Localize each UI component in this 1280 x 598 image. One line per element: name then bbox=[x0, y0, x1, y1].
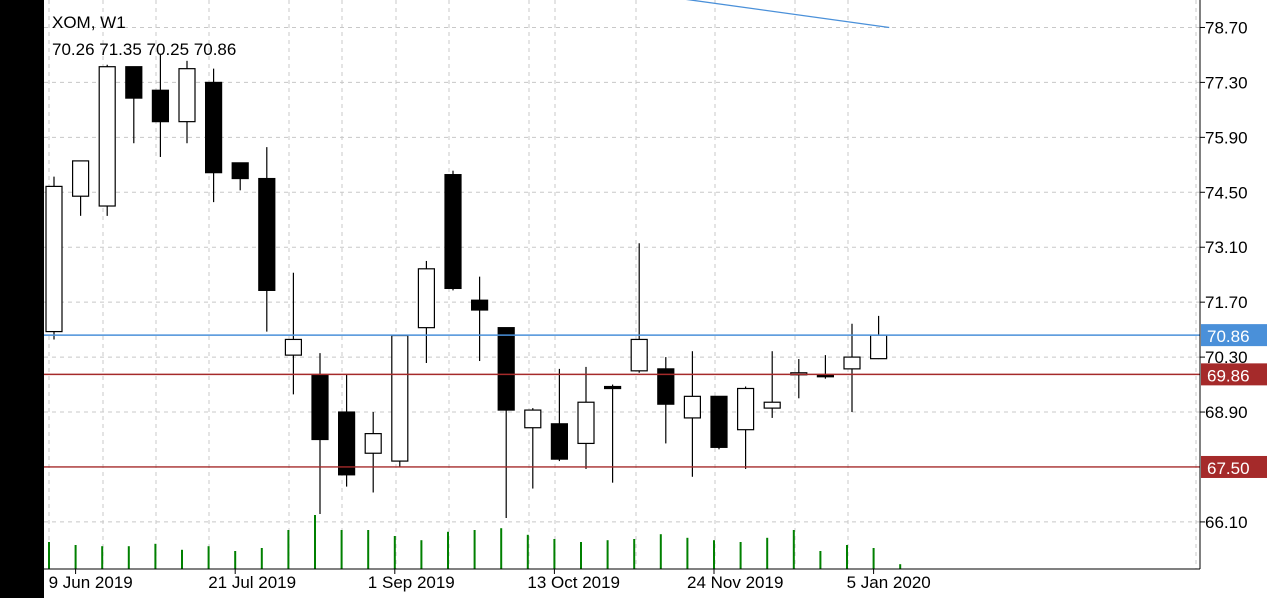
price-label-box bbox=[1201, 363, 1267, 386]
candle[interactable] bbox=[763, 351, 781, 418]
candle-body-bullish bbox=[869, 334, 888, 360]
x-tick-label: 24 Nov 2019 bbox=[687, 573, 783, 592]
price-label-box bbox=[1201, 324, 1267, 347]
candle-body-bearish bbox=[444, 174, 462, 290]
candle-body-bullish bbox=[45, 185, 63, 333]
candle[interactable] bbox=[45, 176, 63, 340]
candles bbox=[45, 54, 888, 518]
candle-body-bullish bbox=[391, 334, 409, 462]
y-tick-label: 74.50 bbox=[1205, 183, 1248, 202]
candle-body-bearish bbox=[550, 423, 569, 460]
candle-body-bullish bbox=[284, 338, 302, 356]
candle-body-bearish bbox=[231, 162, 249, 180]
candle[interactable] bbox=[497, 327, 515, 518]
candle[interactable] bbox=[231, 162, 249, 191]
candle[interactable] bbox=[736, 386, 755, 469]
level-price-label: 69.86 bbox=[1201, 363, 1267, 386]
candle[interactable] bbox=[417, 260, 435, 363]
x-tick-label: 13 Oct 2019 bbox=[527, 573, 620, 592]
price-label-text: 67.50 bbox=[1207, 459, 1250, 478]
candle-body-bullish bbox=[364, 433, 382, 454]
price-label-text: 70.86 bbox=[1207, 327, 1250, 346]
candle[interactable] bbox=[338, 374, 356, 487]
y-tick-label: 66.10 bbox=[1205, 513, 1248, 532]
candle[interactable] bbox=[178, 60, 196, 144]
candle-body-bearish bbox=[497, 327, 515, 411]
y-tick-label: 77.30 bbox=[1205, 73, 1248, 92]
candle-body-bullish bbox=[630, 338, 648, 372]
candle[interactable] bbox=[683, 351, 702, 477]
candle-body-bullish bbox=[736, 387, 755, 431]
candle[interactable] bbox=[151, 54, 169, 157]
symbol-label: XOM, W1 bbox=[52, 13, 126, 32]
candle[interactable] bbox=[98, 64, 116, 216]
y-tick-label: 71.70 bbox=[1205, 293, 1248, 312]
y-tick-label: 68.90 bbox=[1205, 403, 1248, 422]
candle-body-bearish bbox=[311, 374, 329, 441]
x-axis: 9 Jun 2019 21 Jul 2019 1 Sep 2019 13 Oct 20… bbox=[49, 569, 931, 592]
candle-body-bearish bbox=[603, 385, 622, 390]
candle[interactable] bbox=[471, 276, 489, 362]
level-price-label: 67.50 bbox=[1201, 455, 1267, 478]
candle[interactable] bbox=[205, 68, 223, 203]
candle[interactable] bbox=[710, 395, 728, 450]
candle-body-bearish bbox=[471, 299, 489, 311]
bid-price-label: 70.86 bbox=[1201, 324, 1267, 347]
candle-body-bullish bbox=[843, 356, 861, 370]
candle[interactable] bbox=[577, 366, 595, 469]
y-tick-label: 73.10 bbox=[1205, 238, 1248, 257]
candle-body-bullish bbox=[524, 409, 542, 429]
candle[interactable] bbox=[125, 66, 143, 144]
x-tick-label: 21 Jul 2019 bbox=[208, 573, 296, 592]
candle[interactable] bbox=[391, 334, 409, 467]
candle-body-bearish bbox=[710, 395, 728, 448]
candle[interactable] bbox=[364, 412, 382, 493]
plot-background bbox=[44, 0, 1280, 598]
price-label-text: 69.86 bbox=[1207, 366, 1250, 385]
candle[interactable] bbox=[444, 170, 462, 291]
trend-line[interactable] bbox=[676, 0, 890, 29]
candle-body-bearish bbox=[205, 81, 223, 174]
y-axis: 78.70 77.30 75.90 74.50 73.10 71.70 70.30 68.90… bbox=[1200, 18, 1248, 532]
y-tick-label: 75.90 bbox=[1205, 128, 1248, 147]
candle-body-bearish bbox=[125, 66, 143, 99]
candle-body-bullish bbox=[417, 268, 435, 329]
candle[interactable] bbox=[311, 353, 329, 515]
candle[interactable] bbox=[843, 323, 861, 413]
candle-body-bullish bbox=[178, 68, 196, 123]
y-tick-label: 70.30 bbox=[1205, 348, 1248, 367]
candle-body-bullish bbox=[71, 160, 90, 197]
candle[interactable] bbox=[524, 408, 542, 489]
candle[interactable] bbox=[258, 147, 276, 332]
y-tick-label: 78.70 bbox=[1205, 18, 1248, 37]
ohlc-values: 70.26 71.35 70.25 70.86 bbox=[52, 40, 236, 59]
candle-body-bearish bbox=[338, 411, 356, 476]
candle-body-bearish bbox=[258, 177, 276, 291]
candle[interactable] bbox=[630, 243, 648, 373]
candle[interactable] bbox=[550, 368, 569, 462]
candle-body-bullish bbox=[577, 401, 595, 445]
candle-body-bullish bbox=[683, 395, 702, 419]
price-label-box bbox=[1201, 455, 1267, 478]
x-tick-label: 1 Sep 2019 bbox=[368, 573, 455, 592]
x-tick-label: 5 Jan 2020 bbox=[847, 573, 931, 592]
candle-body-bullish bbox=[763, 401, 781, 409]
x-tick-label: 9 Jun 2019 bbox=[49, 573, 133, 592]
candle[interactable] bbox=[657, 357, 675, 444]
candle-body-bearish bbox=[151, 89, 169, 123]
candle-body-bearish bbox=[657, 368, 675, 405]
candle[interactable] bbox=[71, 160, 90, 216]
candle-body-bullish bbox=[98, 66, 116, 207]
